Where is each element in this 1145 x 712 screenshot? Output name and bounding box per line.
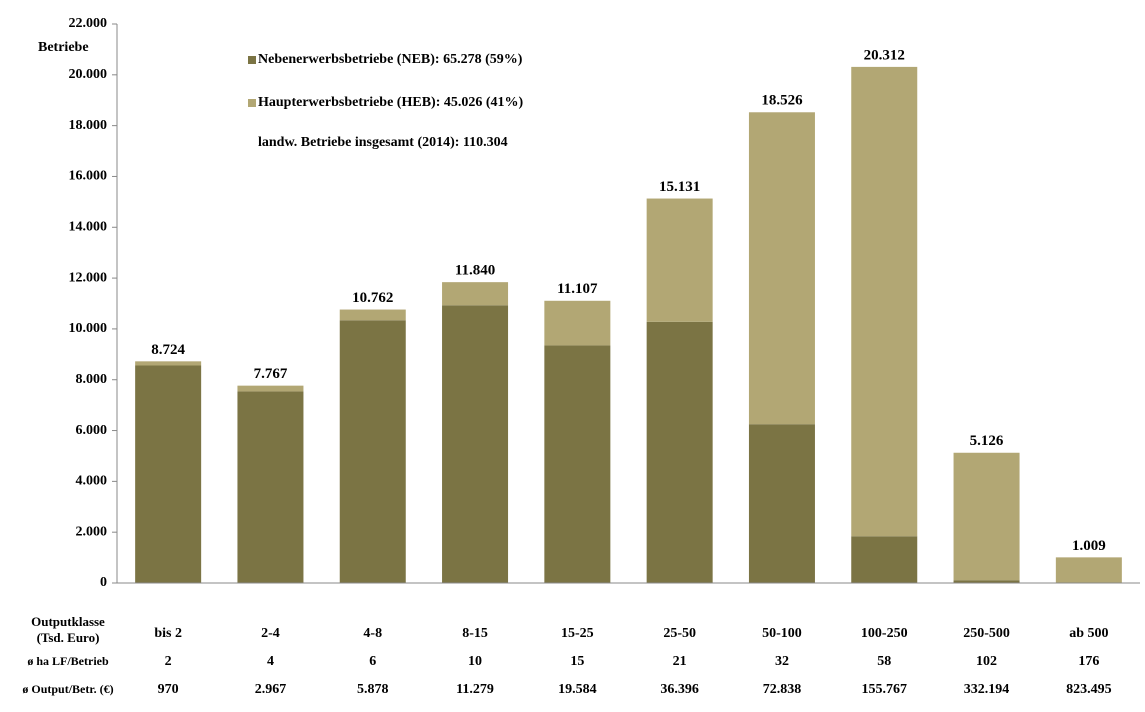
table-cell: 36.396 [660, 682, 699, 697]
y-tick-label: 10.000 [69, 321, 108, 336]
bar-segment [647, 322, 713, 583]
bar-segment [237, 391, 303, 583]
bar-segment [442, 305, 508, 583]
table-cell: 823.495 [1066, 682, 1112, 697]
y-tick-label: 6.000 [76, 423, 108, 438]
y-tick-label: 0 [100, 575, 107, 590]
table-cell: 58 [877, 654, 891, 669]
y-tick-label: 14.000 [69, 219, 108, 234]
x-tick-label: 8-15 [462, 626, 488, 641]
table-cell: 970 [158, 682, 179, 697]
bar-segment [1056, 557, 1122, 582]
legend-label: Haupterwerbsbetriebe (HEB): 45.026 (41%) [258, 95, 524, 110]
bar-segment [340, 320, 406, 583]
x-tick-label: ab 500 [1069, 626, 1108, 641]
table-cell: 102 [976, 654, 997, 669]
bar-segment [135, 361, 201, 365]
y-tick-label: 16.000 [69, 169, 108, 184]
x-axis-label: Outputklasse [31, 614, 105, 629]
total-label: 20.312 [864, 47, 905, 63]
x-tick-label: 250-500 [963, 626, 1010, 641]
table-cell: 19.584 [558, 682, 597, 697]
bar-segment [442, 282, 508, 305]
y-tick-label: 18.000 [69, 118, 108, 133]
table-cell: 2 [165, 654, 172, 669]
bar-segment [544, 345, 610, 583]
table-cell: 176 [1078, 654, 1099, 669]
x-tick-label: 2-4 [261, 626, 280, 641]
table-cell: 6 [369, 654, 376, 669]
annotation: landw. Betriebe insgesamt (2014): 110.30… [258, 135, 508, 150]
legend-swatch [248, 99, 256, 107]
bar-segment [749, 112, 815, 424]
y-tick-label: 4.000 [76, 474, 108, 489]
x-tick-label: 50-100 [762, 626, 802, 641]
total-label: 7.767 [254, 366, 288, 382]
legend-swatch [248, 56, 256, 64]
bar-segment [237, 386, 303, 392]
table-cell: 332.194 [964, 682, 1010, 697]
y-axis-label: Betriebe [38, 40, 89, 55]
x-tick-label: 100-250 [861, 626, 908, 641]
x-tick-label: 15-25 [561, 626, 594, 641]
bar-segment [647, 199, 713, 322]
total-label: 1.009 [1072, 538, 1106, 554]
y-tick-label: 2.000 [76, 524, 108, 539]
table-cell: 15 [570, 654, 584, 669]
table-cell: 4 [267, 654, 274, 669]
table-cell: 5.878 [357, 682, 389, 697]
bar-segment [851, 536, 917, 583]
x-axis-label: (Tsd. Euro) [37, 630, 100, 645]
bar-segment [749, 424, 815, 583]
y-tick-label: 8.000 [76, 372, 108, 387]
bar-segment [135, 365, 201, 583]
total-label: 10.762 [352, 290, 393, 306]
table-cell: 155.767 [862, 682, 908, 697]
legend-label: Nebenerwerbsbetriebe (NEB): 65.278 (59%) [258, 52, 523, 67]
y-tick-label: 20.000 [69, 67, 108, 82]
bar-segment [851, 67, 917, 536]
table-cell: 21 [673, 654, 687, 669]
y-tick-label: 12.000 [69, 270, 108, 285]
table-row-label: ø ha LF/Betrieb [27, 654, 109, 668]
total-label: 11.107 [557, 281, 598, 297]
total-label: 5.126 [970, 433, 1004, 449]
x-tick-label: 25-50 [663, 626, 696, 641]
bar-segment [954, 453, 1020, 580]
table-cell: 32 [775, 654, 789, 669]
bar-segment [340, 310, 406, 321]
bar-segment [544, 301, 610, 346]
x-tick-label: bis 2 [154, 626, 182, 641]
y-tick-label: 22.000 [69, 16, 108, 31]
table-cell: 10 [468, 654, 482, 669]
table-row-label: ø Output/Betr. (€) [22, 682, 113, 696]
total-label: 18.526 [761, 93, 803, 109]
total-label: 8.724 [151, 342, 185, 358]
table-cell: 11.279 [456, 682, 494, 697]
total-label: 15.131 [659, 179, 700, 195]
table-cell: 72.838 [763, 682, 802, 697]
x-tick-label: 4-8 [363, 626, 382, 641]
total-label: 11.840 [455, 263, 495, 279]
table-cell: 2.967 [255, 682, 287, 697]
